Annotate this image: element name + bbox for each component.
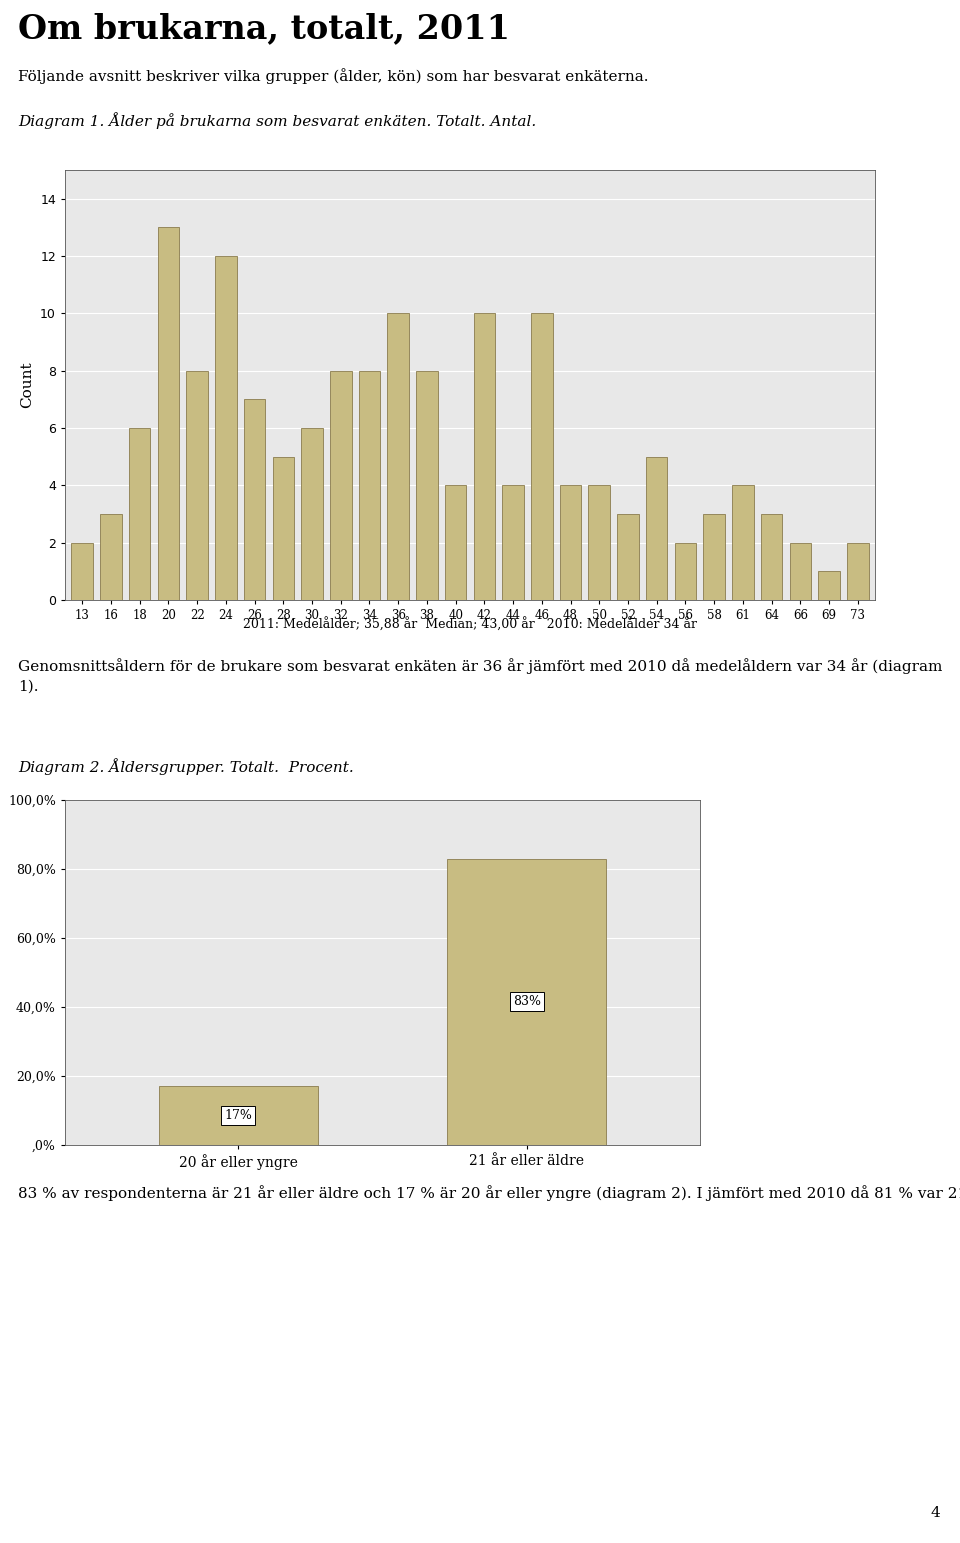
Text: Om brukarna, totalt, 2011: Om brukarna, totalt, 2011 [18, 12, 510, 45]
Bar [761, 514, 782, 600]
Bar [473, 313, 495, 600]
Bar [847, 543, 869, 600]
Bar [588, 486, 610, 600]
Bar [359, 370, 380, 600]
Bar [732, 486, 754, 600]
Bar [818, 571, 840, 600]
Text: 83%: 83% [513, 995, 540, 1008]
Text: Genomsnittsåldern för de brukare som besvarat enkäten är 36 år jämfört med 2010 : Genomsnittsåldern för de brukare som bes… [18, 657, 943, 693]
Bar [646, 457, 667, 600]
Bar [71, 543, 93, 600]
Bar [388, 313, 409, 600]
Text: 17%: 17% [225, 1109, 252, 1122]
Bar [502, 486, 524, 600]
Bar [617, 514, 638, 600]
Bar [129, 427, 151, 600]
Bar [531, 313, 553, 600]
Bar [158, 1086, 318, 1145]
Bar [704, 514, 725, 600]
Bar [244, 400, 265, 600]
Bar [789, 543, 811, 600]
Bar [416, 370, 438, 600]
Bar [186, 370, 208, 600]
Text: 4: 4 [930, 1506, 940, 1520]
Bar [100, 514, 122, 600]
Bar [675, 543, 696, 600]
Text: Följande avsnitt beskriver vilka grupper (ålder, kön) som har besvarat enkäterna: Följande avsnitt beskriver vilka grupper… [18, 68, 649, 83]
Text: 83 % av respondenterna är 21 år eller äldre och 17 % är 20 år eller yngre (diagr: 83 % av respondenterna är 21 år eller äl… [18, 1185, 960, 1200]
Bar [560, 486, 582, 600]
Bar [444, 486, 467, 600]
Bar [157, 227, 180, 600]
Bar [215, 256, 236, 600]
Text: Diagram 2. Åldersgrupper. Totalt.  Procent.: Diagram 2. Åldersgrupper. Totalt. Procen… [18, 758, 353, 775]
Y-axis label: Percent: Percent [0, 946, 3, 1000]
Text: 2011: Medelålder; 35,88 år  Median; 43,00 år   2010: Medelålder 34 år: 2011: Medelålder; 35,88 år Median; 43,00… [243, 619, 697, 633]
Bar [301, 427, 323, 600]
Bar [273, 457, 294, 600]
Text: Diagram 1. Ålder på brukarna som besvarat enkäten. Totalt. Antal.: Diagram 1. Ålder på brukarna som besvara… [18, 113, 537, 130]
Bar [330, 370, 351, 600]
Y-axis label: Count: Count [20, 361, 35, 409]
Bar [447, 858, 606, 1145]
